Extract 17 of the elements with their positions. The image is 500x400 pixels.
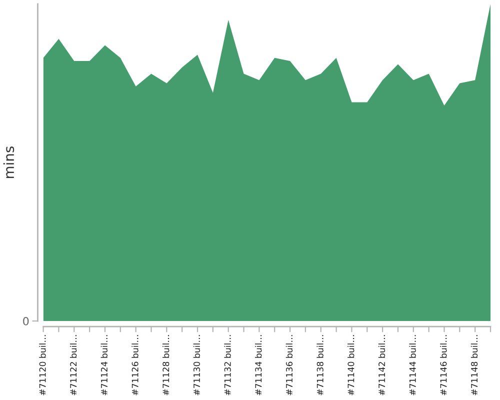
x-tick-label: #71126 buil… — [132, 335, 138, 396]
x-tick-label: #71138 buil… — [316, 335, 324, 396]
x-tick-label: #71124 buil… — [100, 335, 108, 396]
x-tick-label: #71148 buil… — [470, 335, 478, 396]
text: 0 — [23, 316, 29, 326]
x-tick-label: #71120 buil… — [39, 335, 46, 396]
x-tick-label: #71144 buil… — [409, 335, 416, 396]
x-tick-label: #71134 buil… — [255, 335, 262, 396]
x-tick-label: #71128 buil… — [162, 335, 170, 396]
y-axis-title: mins — [3, 146, 14, 178]
x-tick-label: #71136 buil… — [286, 335, 293, 396]
x-tick-label: #71122 buil… — [70, 335, 77, 396]
x-tick-label: #71132 buil… — [224, 335, 231, 396]
x-tick-label: #71130 buil… — [193, 335, 200, 396]
x-tick-label: #71140 buil… — [348, 335, 354, 396]
x-tick-label: #71146 buil… — [440, 335, 447, 396]
x-tick-label: #71142 buil… — [378, 335, 386, 396]
